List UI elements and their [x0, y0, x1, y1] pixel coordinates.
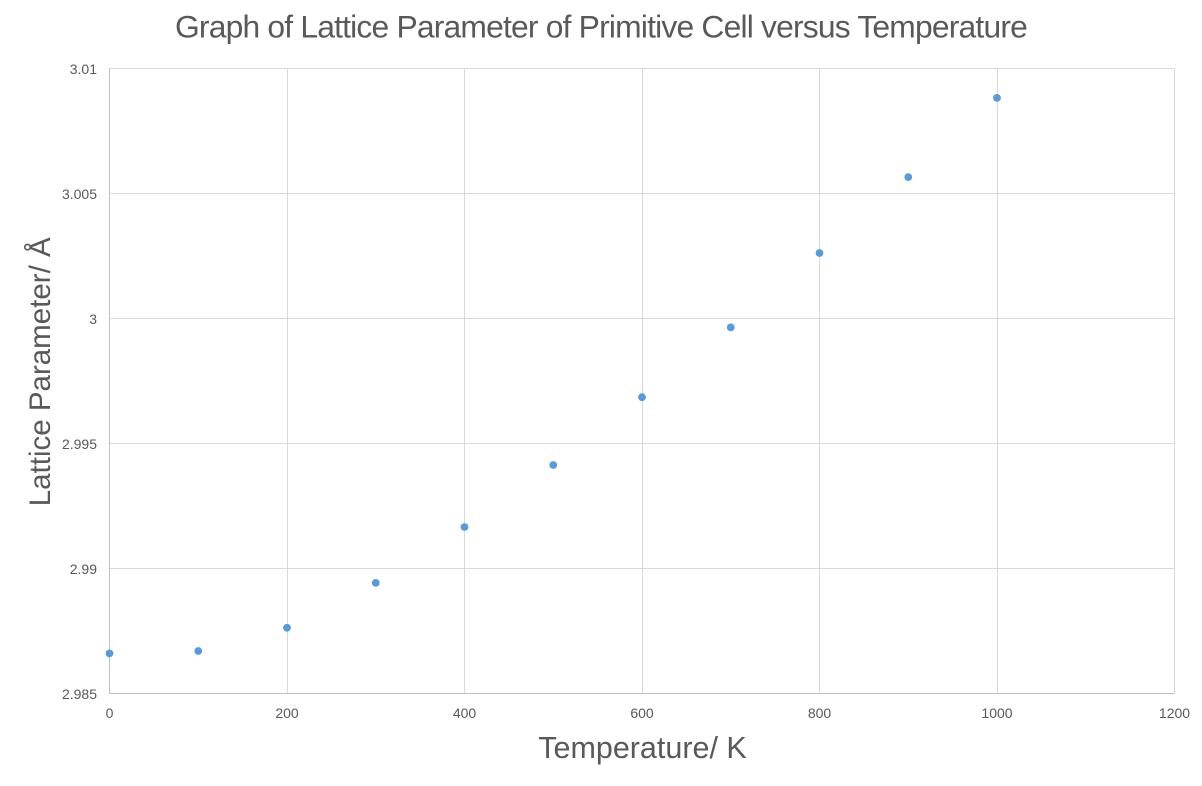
svg-text:Lattice Parameter/ Å: Lattice Parameter/ Å	[24, 237, 57, 506]
svg-text:200: 200	[275, 705, 299, 721]
svg-text:2.995: 2.995	[62, 436, 97, 452]
svg-text:600: 600	[630, 705, 654, 721]
svg-text:1200: 1200	[1159, 705, 1190, 721]
svg-text:0: 0	[106, 705, 114, 721]
svg-text:Temperature/ K: Temperature/ K	[538, 731, 747, 765]
svg-text:3.01: 3.01	[70, 61, 97, 77]
svg-text:2.99: 2.99	[70, 561, 97, 577]
svg-text:1000: 1000	[981, 705, 1012, 721]
svg-text:800: 800	[808, 705, 832, 721]
svg-text:2.985: 2.985	[62, 686, 97, 702]
svg-text:400: 400	[453, 705, 477, 721]
svg-text:3.005: 3.005	[62, 186, 97, 202]
svg-text:3: 3	[89, 311, 97, 327]
svg-text:Graph of Lattice Parameter of: Graph of Lattice Parameter of Primitive …	[175, 9, 1027, 45]
